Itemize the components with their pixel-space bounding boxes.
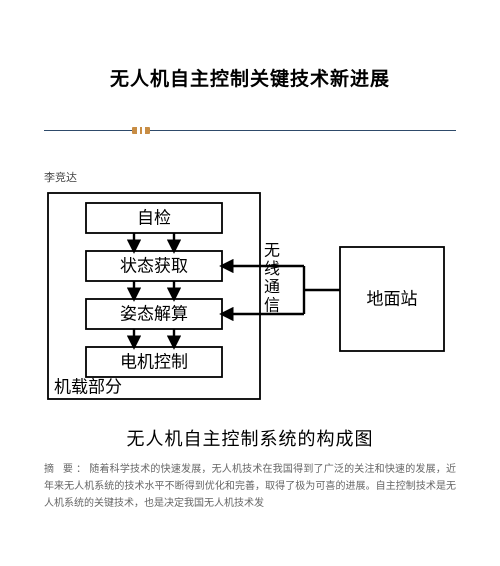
abstract-paragraph: 摘 要：随着科学技术的快速发展，无人机技术在我国得到了广泛的关注和快速的发展，近…	[44, 461, 456, 512]
horizontal-rule	[44, 127, 456, 135]
rule-line	[44, 130, 456, 131]
system-diagram: 机载部分 自检状态获取姿态解算电机控制 地面站 无线通信	[44, 189, 448, 421]
page-title: 无人机自主控制关键技术新进展	[44, 64, 456, 91]
node-label-n4: 电机控制	[120, 353, 188, 372]
author-name: 李竞达	[44, 169, 456, 185]
abstract-label: 摘 要：	[44, 464, 89, 475]
rule-ornament-icon	[132, 127, 150, 134]
comm-label-char-3: 信	[264, 297, 280, 315]
diagram-caption: 无人机自主控制系统的构成图	[44, 425, 456, 451]
abstract-text: 随着科学技术的快速发展，无人机技术在我国得到了广泛的关注和快速的发展，近年来无人…	[44, 464, 456, 509]
node-label-n2: 状态获取	[120, 257, 188, 276]
node-label-g1: 地面站	[367, 290, 418, 309]
node-label-n1: 自检	[137, 209, 171, 228]
comm-label-char-2: 通	[264, 278, 280, 296]
onboard-frame-label: 机载部分	[54, 378, 122, 397]
document-page: 无人机自主控制关键技术新进展 李竞达 机载部分 自检状态获取姿态解算电机控制 地面站…	[0, 0, 500, 566]
comm-label-char-0: 无	[264, 242, 280, 259]
node-label-n3: 姿态解算	[120, 305, 188, 324]
comm-label-char-1: 线	[264, 260, 280, 278]
